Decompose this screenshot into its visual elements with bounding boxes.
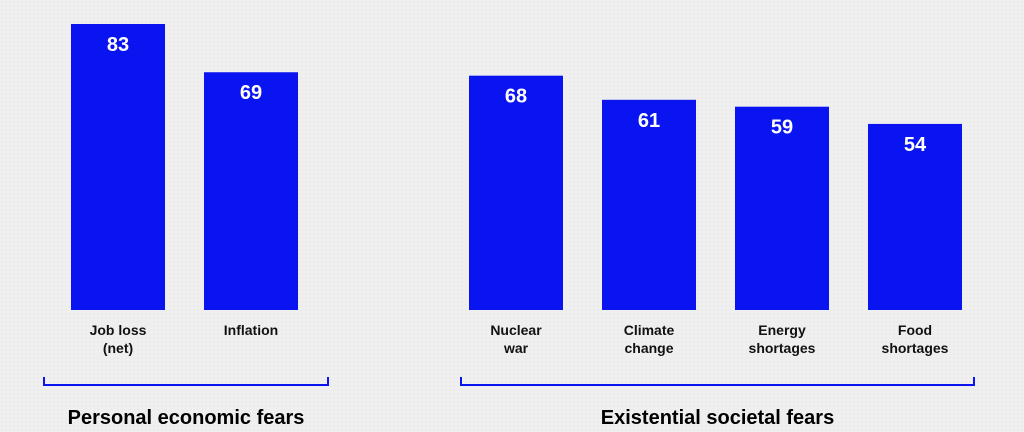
brackets-layer: Personal economic fears Existential socie… bbox=[43, 377, 975, 429]
category-label: Inflation bbox=[224, 322, 278, 338]
bar bbox=[868, 123, 962, 311]
bar bbox=[602, 99, 696, 311]
group-label: Personal economic fears bbox=[68, 407, 305, 429]
labels-layer: Job loss (net) Inflation Nuclear war Climate c… bbox=[90, 322, 949, 356]
bar-value-label: 54 bbox=[904, 134, 927, 156]
category-label-line: (net) bbox=[103, 340, 133, 356]
category-label: Nuclear war bbox=[490, 322, 542, 356]
category-label: Energy shortages bbox=[749, 322, 816, 356]
category-label-line: Energy bbox=[758, 322, 806, 338]
bar bbox=[204, 72, 298, 310]
bar-value-label: 59 bbox=[771, 117, 793, 139]
category-label: Climate change bbox=[624, 322, 675, 356]
bar bbox=[735, 106, 829, 310]
group-label: Existential societal fears bbox=[601, 407, 834, 429]
category-label: Job loss (net) bbox=[90, 322, 147, 356]
category-label-line: Food bbox=[898, 322, 932, 338]
category-label-line: war bbox=[503, 340, 529, 356]
category-label-line: shortages bbox=[882, 340, 949, 356]
bar-value-label: 68 bbox=[505, 86, 527, 108]
category-label: Food shortages bbox=[882, 322, 949, 356]
bars-layer: 83 69 68 61 59 54 bbox=[71, 24, 962, 311]
bar-value-label: 83 bbox=[107, 34, 129, 56]
category-label-line: Climate bbox=[624, 322, 675, 338]
category-label-line: Inflation bbox=[224, 322, 278, 338]
category-label-line: Nuclear bbox=[490, 322, 542, 338]
group-bracket bbox=[43, 377, 329, 386]
bar bbox=[71, 24, 165, 310]
category-label-line: shortages bbox=[749, 340, 816, 356]
category-label-line: Job loss bbox=[90, 322, 147, 338]
bar-value-label: 61 bbox=[638, 110, 660, 132]
bar-value-label: 69 bbox=[240, 82, 262, 104]
category-label-line: change bbox=[624, 340, 673, 356]
bar bbox=[469, 75, 563, 311]
group-bracket bbox=[460, 377, 975, 386]
